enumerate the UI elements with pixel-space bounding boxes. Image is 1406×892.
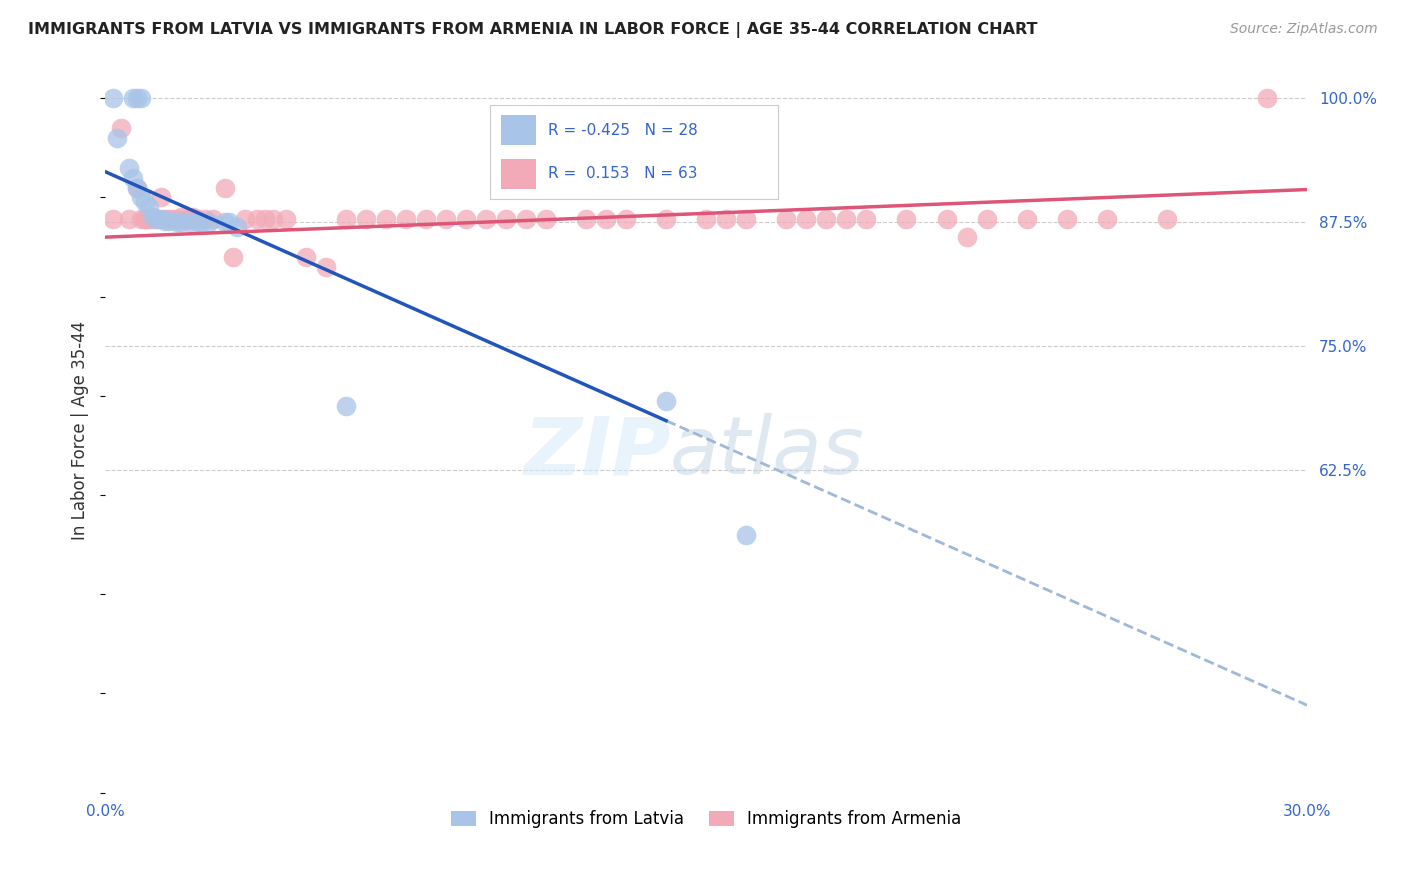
Point — [534, 212, 557, 227]
Point — [263, 212, 285, 227]
Point — [246, 212, 269, 227]
Point — [274, 212, 297, 227]
Point — [335, 212, 357, 227]
Point — [105, 131, 128, 145]
Point — [134, 212, 156, 227]
Point — [226, 220, 249, 235]
Point — [655, 212, 678, 227]
Point — [294, 250, 316, 264]
Point — [138, 212, 160, 227]
Point — [335, 399, 357, 413]
Point — [1095, 212, 1118, 227]
Point — [166, 212, 188, 227]
Point — [218, 215, 240, 229]
Point — [222, 250, 245, 264]
Point — [186, 215, 208, 229]
Point — [896, 212, 918, 227]
Point — [155, 212, 177, 227]
Point — [655, 393, 678, 408]
Point — [118, 161, 141, 175]
Point — [735, 212, 758, 227]
Point — [1156, 212, 1178, 227]
Point — [146, 212, 169, 227]
Point — [935, 212, 957, 227]
Point — [103, 91, 125, 105]
Point — [127, 180, 149, 194]
Point — [103, 212, 125, 227]
Point — [415, 212, 437, 227]
Point — [475, 212, 498, 227]
Point — [614, 212, 637, 227]
Point — [138, 201, 160, 215]
Point — [716, 212, 738, 227]
Point — [170, 215, 193, 229]
Text: IMMIGRANTS FROM LATVIA VS IMMIGRANTS FROM ARMENIA IN LABOR FORCE | AGE 35-44 COR: IMMIGRANTS FROM LATVIA VS IMMIGRANTS FRO… — [28, 22, 1038, 38]
Point — [855, 212, 877, 227]
Point — [142, 212, 165, 227]
Point — [214, 180, 236, 194]
Point — [134, 212, 156, 227]
Point — [122, 170, 145, 185]
Y-axis label: In Labor Force | Age 35-44: In Labor Force | Age 35-44 — [72, 321, 89, 541]
Legend: Immigrants from Latvia, Immigrants from Armenia: Immigrants from Latvia, Immigrants from … — [444, 804, 969, 835]
Point — [374, 212, 396, 227]
Point — [202, 212, 225, 227]
Point — [129, 212, 152, 227]
Point — [735, 527, 758, 541]
Point — [170, 211, 193, 225]
Point — [775, 212, 797, 227]
Point — [315, 260, 337, 274]
Point — [190, 215, 212, 229]
Point — [179, 215, 201, 229]
Point — [129, 91, 152, 105]
Point — [110, 121, 132, 136]
Point — [118, 212, 141, 227]
Point — [155, 214, 177, 228]
Point — [186, 212, 208, 227]
Point — [194, 212, 217, 227]
Point — [157, 212, 180, 227]
Point — [454, 212, 477, 227]
Point — [127, 91, 149, 105]
Point — [495, 212, 517, 227]
Point — [835, 212, 858, 227]
Point — [515, 212, 537, 227]
Point — [162, 212, 184, 227]
Point — [235, 212, 257, 227]
Text: Source: ZipAtlas.com: Source: ZipAtlas.com — [1230, 22, 1378, 37]
Point — [575, 212, 598, 227]
Text: atlas: atlas — [671, 413, 865, 491]
Point — [354, 212, 377, 227]
Point — [183, 211, 205, 225]
Point — [254, 212, 277, 227]
Point — [134, 195, 156, 210]
Point — [166, 215, 188, 229]
Point — [395, 212, 418, 227]
Point — [695, 212, 717, 227]
Point — [174, 212, 197, 227]
Point — [955, 230, 977, 244]
Point — [976, 212, 998, 227]
Point — [179, 212, 201, 227]
Point — [214, 215, 236, 229]
Point — [146, 212, 169, 227]
Point — [122, 91, 145, 105]
Point — [150, 190, 173, 204]
Point — [1056, 212, 1078, 227]
Point — [157, 214, 180, 228]
Point — [150, 212, 173, 227]
Text: ZIP: ZIP — [523, 413, 671, 491]
Point — [1256, 91, 1278, 105]
Point — [127, 180, 149, 194]
Point — [198, 215, 221, 229]
Point — [815, 212, 838, 227]
Point — [434, 212, 457, 227]
Point — [129, 190, 152, 204]
Point — [794, 212, 817, 227]
Point — [1015, 212, 1038, 227]
Point — [595, 212, 617, 227]
Point — [142, 211, 165, 225]
